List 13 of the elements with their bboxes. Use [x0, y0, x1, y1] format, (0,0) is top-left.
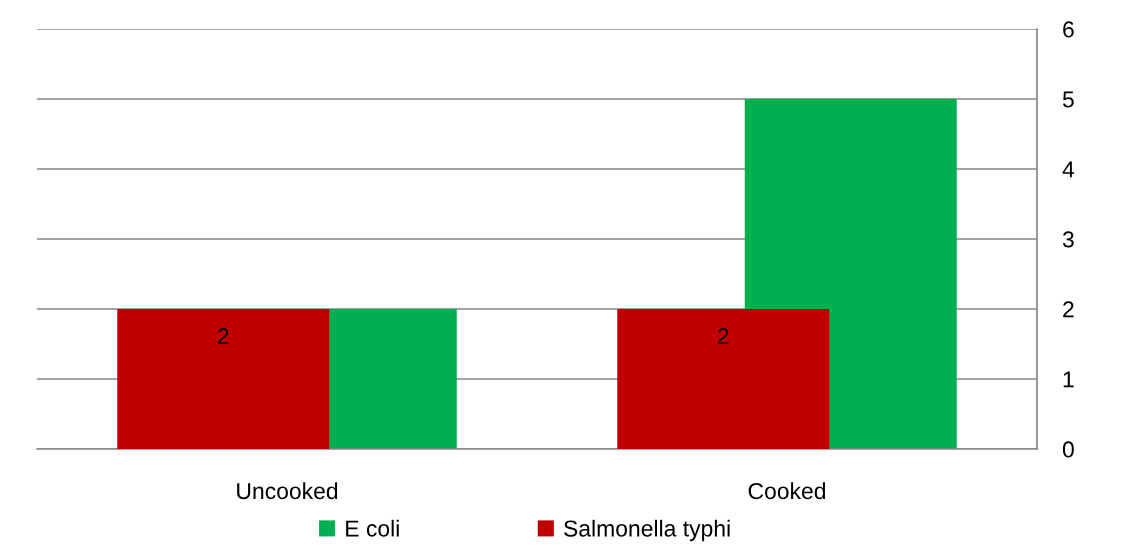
legend-label: E coli — [346, 519, 399, 537]
x-tick-label: Cooked — [748, 482, 826, 500]
y-tick-label: 6 — [1063, 21, 1074, 38]
x-tick-label: Uncooked — [237, 482, 338, 500]
legend-label: Salmonella typhi — [564, 519, 730, 542]
y-tick-label: 1 — [1063, 371, 1074, 388]
data-label: 2 — [718, 328, 729, 345]
data-label: 2 — [218, 328, 229, 345]
y-tick-label: 5 — [1062, 91, 1074, 108]
y-tick-label: 4 — [1062, 161, 1075, 178]
y-tick-label: 3 — [1062, 231, 1074, 248]
y-tick-label: 2 — [1063, 301, 1074, 318]
y-tick-label: 0 — [1062, 441, 1074, 458]
